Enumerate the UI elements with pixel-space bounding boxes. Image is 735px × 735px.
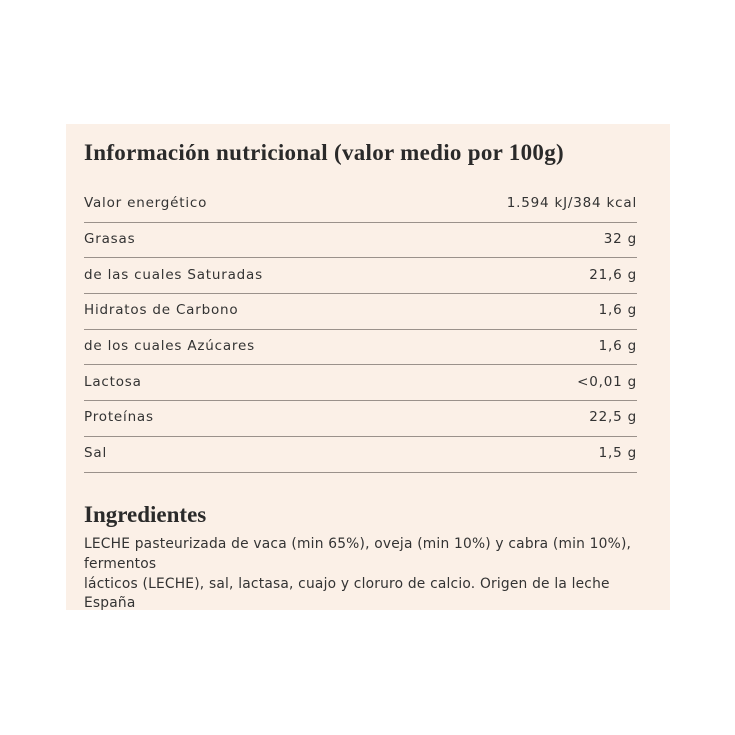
ingredients-line: fermentos — [84, 555, 157, 572]
nutrition-row: Hidratos de Carbono 1,6 g — [84, 294, 637, 330]
nutrient-value: 22,5 g — [589, 409, 637, 426]
nutrient-label: Valor energético — [84, 195, 208, 212]
nutrient-label: Grasas — [84, 231, 136, 248]
nutrient-value: <0,01 g — [577, 373, 637, 390]
nutrient-label: Proteínas — [84, 409, 154, 426]
nutrient-label: Sal — [84, 445, 107, 462]
nutrient-value: 21,6 g — [589, 266, 637, 283]
nutrient-value: 1,6 g — [598, 338, 637, 355]
nutrient-label: Lactosa — [84, 373, 142, 390]
ingredients-text: LECHE pasteurizada de vaca (min 65%), ov… — [84, 535, 664, 614]
nutrient-value: 1,6 g — [598, 302, 637, 319]
nutrition-row: Sal 1,5 g — [84, 437, 637, 473]
nutrition-row: de las cuales Saturadas 21,6 g — [84, 258, 637, 295]
nutrient-label: Hidratos de Carbono — [84, 302, 239, 319]
nutrition-table: Valor energético 1.594 kJ/384 kcal Grasas… — [84, 187, 637, 473]
ingredients-line: LECHE pasteurizada de vaca (min 65%), ov… — [84, 536, 632, 552]
nutrient-value: 32 g — [603, 231, 637, 248]
nutrition-row: Proteínas 22,5 g — [84, 401, 637, 437]
nutrient-value: 1.594 kJ/384 kcal — [506, 195, 637, 212]
ingredients-line: España — [84, 595, 136, 612]
nutrition-row: de los cuales Azúcares 1,6 g — [84, 330, 637, 366]
ingredients-line: lácticos (LECHE), sal, lactasa, cuajo y … — [84, 575, 610, 592]
nutrition-title: Información nutricional (valor medio por… — [84, 140, 564, 165]
nutrient-value: 1,5 g — [598, 445, 637, 462]
nutrient-label: de los cuales Azúcares — [84, 338, 255, 355]
nutrition-row: Valor energético 1.594 kJ/384 kcal — [84, 187, 637, 223]
nutrition-row: Lactosa <0,01 g — [84, 365, 637, 402]
nutrient-label: de las cuales Saturadas — [84, 266, 263, 283]
ingredients-title: Ingredientes — [84, 502, 207, 527]
nutrition-row: Grasas 32 g — [84, 223, 637, 259]
nutrition-panel: Información nutricional (valor medio por… — [66, 124, 670, 611]
